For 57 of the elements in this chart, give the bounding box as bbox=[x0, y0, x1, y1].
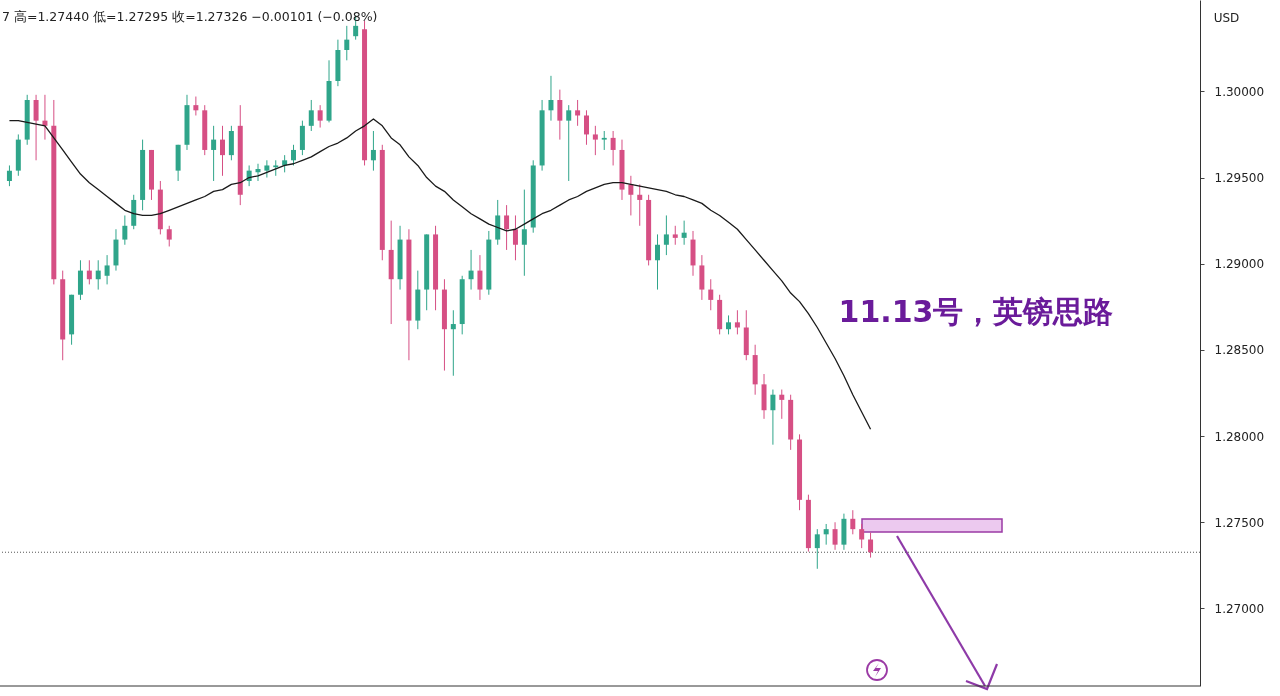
candlestick bbox=[814, 528, 820, 570]
candlestick bbox=[95, 259, 101, 291]
candlestick bbox=[504, 204, 510, 251]
candlestick bbox=[450, 309, 456, 377]
candlestick bbox=[681, 220, 687, 246]
candlestick bbox=[832, 521, 838, 551]
candlestick bbox=[86, 259, 92, 285]
candlestick bbox=[211, 125, 217, 182]
y-tick-label: 1.28500 bbox=[1214, 343, 1265, 358]
candlestick bbox=[33, 94, 39, 161]
y-axis-title: USD bbox=[1213, 10, 1240, 25]
candlestick bbox=[770, 389, 776, 446]
candlestick bbox=[583, 109, 589, 146]
candlestick bbox=[166, 225, 172, 247]
candlestick bbox=[779, 389, 785, 420]
y-tick-label: 1.30000 bbox=[1214, 84, 1265, 99]
text: 7 高=1.27440 低=1.27295 收=1.27326 −0.00101 (−0.08%) bbox=[2, 9, 378, 24]
candlestick bbox=[468, 249, 474, 291]
candlestick bbox=[592, 125, 598, 156]
candlestick bbox=[344, 25, 350, 61]
candlestick bbox=[672, 225, 678, 246]
candlestick bbox=[823, 523, 829, 546]
candlestick bbox=[726, 314, 732, 335]
candlestick bbox=[370, 130, 376, 172]
candlestick bbox=[850, 509, 856, 535]
candlestick bbox=[557, 89, 563, 141]
candlestick bbox=[308, 99, 314, 132]
candlestick bbox=[104, 254, 110, 285]
candlestick bbox=[566, 104, 572, 182]
candlestick bbox=[6, 164, 12, 187]
candlestick bbox=[868, 532, 874, 559]
candlestick bbox=[663, 214, 669, 256]
candlestick bbox=[655, 233, 660, 291]
candlestick bbox=[220, 125, 225, 177]
y-tick-label: 1.27000 bbox=[1214, 601, 1265, 616]
candlestick bbox=[601, 130, 607, 151]
annotation: 11.13号，英镑思路 bbox=[838, 294, 1114, 329]
candlestick bbox=[317, 104, 323, 129]
candlestick bbox=[575, 99, 581, 127]
candlestick bbox=[512, 214, 518, 261]
candlestick bbox=[708, 278, 714, 311]
y-tick-label: 1.27500 bbox=[1214, 515, 1265, 530]
candlestick bbox=[264, 159, 270, 179]
y-tick-label: 1.28000 bbox=[1214, 429, 1265, 444]
candlestick bbox=[193, 96, 199, 116]
candlestick bbox=[548, 75, 554, 122]
candlestick bbox=[859, 523, 865, 549]
candlestick bbox=[122, 214, 128, 246]
y-tick-label: 1.29000 bbox=[1214, 257, 1265, 272]
candlestick bbox=[628, 175, 634, 216]
candlestick bbox=[477, 254, 483, 301]
y-tick-label: 1.29500 bbox=[1214, 171, 1265, 186]
candlestick bbox=[637, 183, 643, 227]
candlestick bbox=[521, 189, 527, 277]
candlestick bbox=[291, 144, 297, 166]
candlestick bbox=[734, 309, 740, 335]
candlestick bbox=[610, 130, 616, 166]
